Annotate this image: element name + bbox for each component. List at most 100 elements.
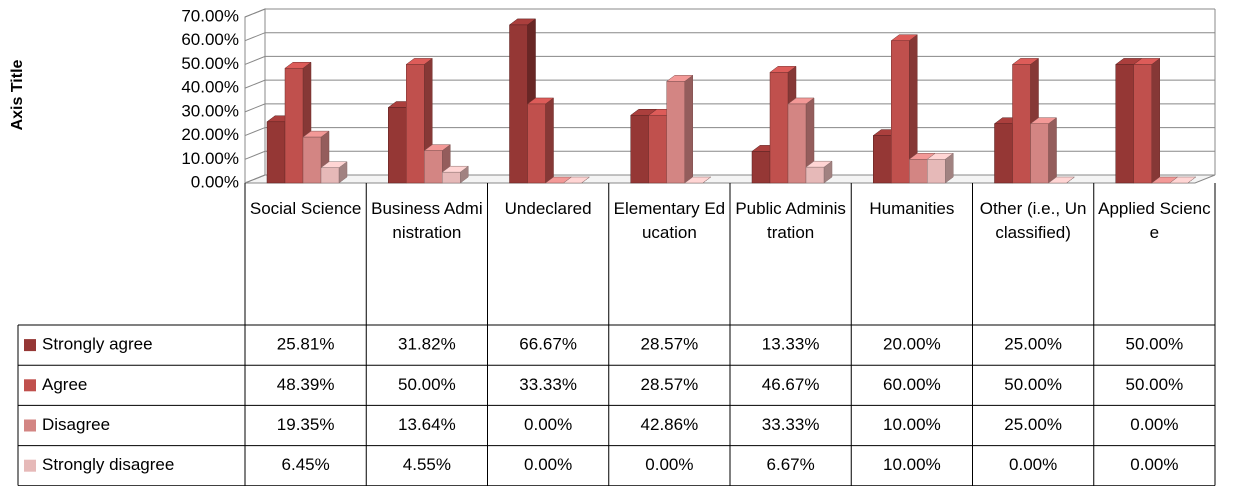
x-tick-label: Elementary Education (613, 199, 726, 242)
y-tick-label: 10.00% (181, 149, 239, 168)
table-value: 50.00% (1126, 375, 1184, 394)
table-value: 25.81% (277, 335, 335, 354)
table-value: 10.00% (883, 455, 941, 474)
bar-top (1169, 176, 1197, 184)
legend-label: Disagree (42, 415, 110, 434)
x-tick-label: Business Administration (371, 199, 483, 242)
bar (769, 72, 789, 184)
category-cell: Applied Science (1098, 199, 1211, 242)
bar (266, 121, 286, 184)
legend-swatch (24, 459, 36, 472)
x-tick-label: Public Administration (735, 199, 846, 242)
category-cell: Business Administration (371, 199, 483, 242)
bar (302, 136, 322, 184)
bar (891, 40, 910, 184)
bar (630, 114, 649, 184)
table-value: 4.55% (403, 455, 451, 474)
bar (927, 159, 946, 184)
bar-top (1047, 176, 1076, 184)
bar-top (684, 176, 712, 184)
bar (406, 64, 425, 184)
y-tick-label: 40.00% (181, 78, 239, 97)
legend-swatch (24, 419, 36, 432)
bar (648, 114, 667, 184)
bar (873, 135, 892, 184)
category-cell: Elementary Education (613, 199, 726, 242)
table-value: 0.00% (1130, 415, 1178, 434)
table-value: 25.00% (1004, 415, 1062, 434)
table-value: 0.00% (524, 455, 572, 474)
bar (1012, 64, 1031, 184)
category-cell: Humanities (869, 199, 955, 218)
table-value: 0.00% (1130, 455, 1178, 474)
table-value: 13.64% (398, 415, 456, 434)
table-value: 28.57% (641, 335, 699, 354)
bar (442, 171, 461, 184)
table-value: 50.00% (1126, 335, 1184, 354)
table-value: 33.33% (762, 415, 820, 434)
table-value: 6.67% (767, 455, 815, 474)
category-cell: Public Administration (735, 199, 846, 242)
y-tick-label: 50.00% (181, 54, 239, 73)
category-cell: Social Science (249, 199, 362, 218)
y-tick-label: 0.00% (191, 172, 239, 191)
bar (666, 81, 685, 184)
x-tick-label: Humanities (869, 199, 955, 218)
grid-line (244, 8, 1215, 18)
table-value: 50.00% (398, 375, 456, 394)
bar-side (545, 97, 554, 184)
table-value: 0.00% (645, 455, 693, 474)
bar-side (1048, 117, 1057, 184)
y-axis-title: Axis Title (9, 59, 26, 130)
bar (424, 150, 443, 184)
table-value: 6.45% (282, 455, 330, 474)
grid-line (244, 55, 1215, 65)
table-value: 42.86% (641, 415, 699, 434)
legend-swatch (24, 339, 36, 352)
x-tick-label: Applied Science (1098, 199, 1211, 242)
table-value: 0.00% (1009, 455, 1057, 474)
x-tick-label: Undeclared (504, 199, 592, 218)
x-tick-label: Other (i.e., Unclassified) (979, 199, 1087, 242)
legend-label: Strongly disagree (42, 455, 174, 474)
bar (1115, 64, 1134, 184)
category-cell: Other (i.e., Unclassified) (979, 199, 1087, 242)
table-value: 33.33% (519, 375, 577, 394)
grid-line (244, 79, 1215, 89)
table-value: 28.57% (641, 375, 699, 394)
bar (509, 24, 528, 184)
table-value: 46.67% (762, 375, 820, 394)
table-value: 48.39% (277, 375, 335, 394)
table-value: 25.00% (1004, 335, 1062, 354)
table-value: 60.00% (883, 375, 941, 394)
bar (994, 123, 1013, 184)
y-tick-label: 30.00% (181, 101, 239, 120)
table-value: 10.00% (883, 415, 941, 434)
table-value: 19.35% (277, 415, 335, 434)
x-tick-label: Social Science (249, 199, 362, 218)
legend-swatch (24, 379, 36, 392)
table-value: 66.67% (519, 335, 577, 354)
bar (1133, 64, 1152, 184)
bar (527, 103, 546, 184)
y-tick-label: 20.00% (181, 125, 239, 144)
bar (1030, 123, 1049, 184)
bar (909, 159, 928, 184)
bar (388, 107, 407, 184)
table-value: 50.00% (1004, 375, 1062, 394)
bar (805, 166, 825, 184)
bar (320, 167, 340, 184)
table-value: 13.33% (762, 335, 820, 354)
bar-side (684, 74, 693, 184)
bar (751, 151, 771, 184)
bar-side (1151, 57, 1160, 184)
bar (787, 103, 807, 184)
table-value: 0.00% (524, 415, 572, 434)
bar (284, 67, 304, 184)
table-value: 20.00% (883, 335, 941, 354)
y-tick-label: 70.00% (181, 6, 239, 25)
legend-label: Strongly agree (42, 335, 153, 354)
legend-label: Agree (42, 375, 87, 394)
grid-line (244, 32, 1215, 42)
